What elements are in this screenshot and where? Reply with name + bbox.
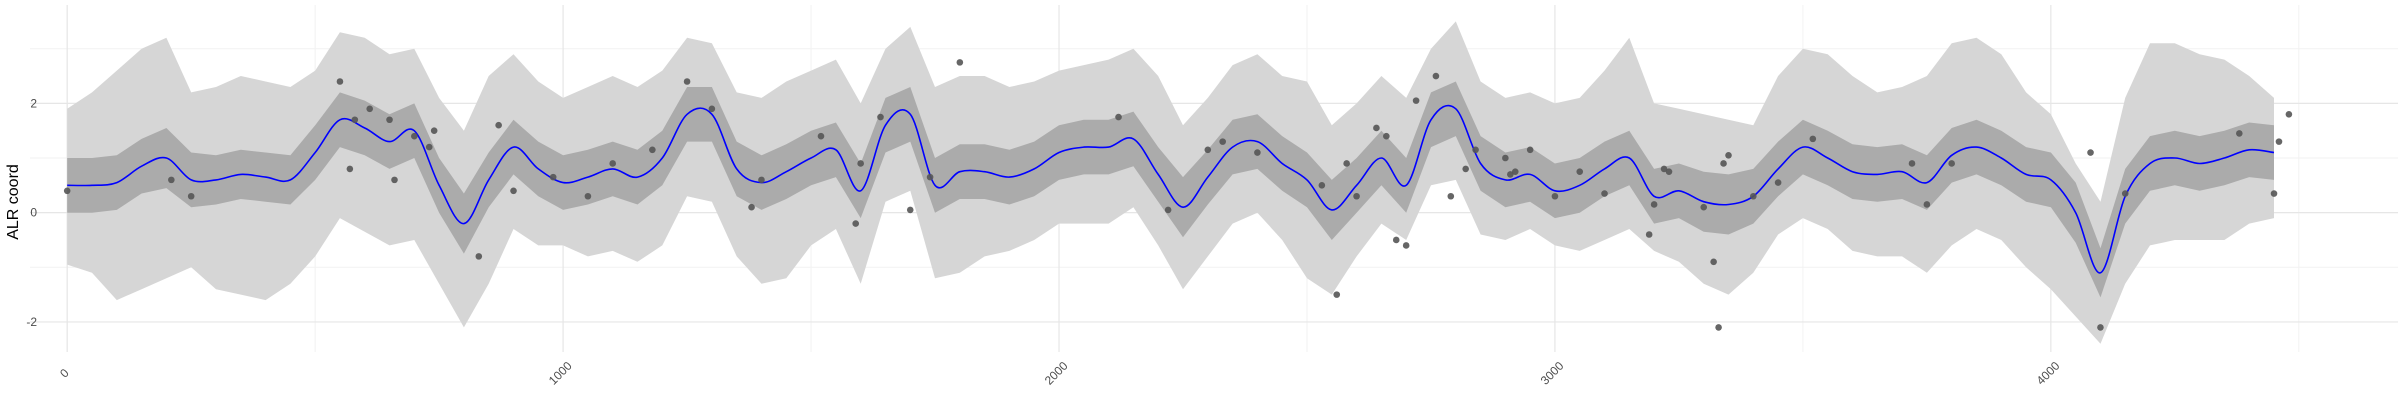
data-point	[1254, 149, 1261, 156]
data-point	[386, 116, 393, 124]
data-point	[495, 121, 502, 129]
data-point	[649, 146, 656, 154]
data-point	[391, 176, 398, 184]
data-point	[758, 176, 765, 184]
data-point	[708, 105, 716, 113]
data-point	[683, 78, 691, 85]
data-point	[1715, 324, 1722, 331]
data-point	[1462, 165, 1469, 173]
inner-ribbon	[67, 81, 2275, 298]
data-point	[2270, 190, 2278, 197]
data-point	[1164, 206, 1172, 214]
data-point	[1923, 201, 1931, 208]
data-point	[1343, 160, 1350, 167]
data-point	[1353, 192, 1360, 200]
data-point	[1774, 179, 1782, 186]
data-point	[425, 143, 433, 151]
data-point	[1665, 168, 1673, 175]
data-point	[1725, 151, 1732, 159]
data-point	[366, 105, 374, 113]
data-point	[1908, 160, 1916, 167]
data-point	[430, 127, 438, 134]
y-axis: -2 0 2	[26, 96, 37, 329]
data-point	[475, 253, 483, 260]
data-point	[2087, 149, 2094, 156]
data-point	[906, 206, 914, 214]
y-tick-label: 2	[30, 96, 37, 110]
data-point	[877, 113, 884, 121]
data-point	[1472, 146, 1479, 154]
data-point	[1204, 146, 1212, 154]
data-point	[926, 173, 934, 181]
data-point	[336, 78, 344, 85]
y-axis-title: ALR coord	[5, 164, 22, 240]
data-point	[1710, 258, 1717, 266]
mean-line-layer	[67, 104, 2275, 274]
data-point	[1576, 168, 1584, 175]
data-point	[1333, 291, 1341, 298]
data-point	[1383, 132, 1390, 140]
data-point	[1402, 242, 1410, 249]
data-point	[748, 203, 755, 211]
data-point	[510, 187, 517, 195]
data-point	[1750, 192, 1757, 200]
data-point	[1809, 135, 1817, 143]
y-tick-label: 0	[30, 206, 37, 220]
data-point	[1526, 146, 1534, 154]
data-point	[549, 173, 557, 181]
data-point	[168, 176, 175, 184]
data-point	[1660, 165, 1668, 173]
data-point	[1219, 138, 1226, 145]
data-point	[1720, 160, 1727, 167]
data-point	[2285, 110, 2293, 118]
data-point	[1700, 203, 1708, 211]
data-point	[351, 116, 359, 124]
data-point	[1650, 201, 1658, 208]
data-point	[1551, 192, 1559, 200]
data-point	[346, 165, 354, 173]
data-point	[1392, 236, 1400, 244]
data-point	[1115, 113, 1122, 121]
data-point	[1502, 154, 1509, 162]
points-layer	[63, 59, 2293, 331]
data-point	[1447, 192, 1455, 200]
data-point	[956, 59, 964, 66]
data-point	[2275, 138, 2283, 145]
data-point	[1318, 182, 1326, 189]
y-tick-label: -2	[26, 315, 37, 329]
data-point	[852, 220, 860, 227]
ribbons	[67, 21, 2275, 344]
data-point	[1645, 231, 1653, 238]
data-point	[1507, 171, 1514, 178]
data-point	[857, 160, 864, 167]
mean-line	[67, 104, 2275, 274]
data-point	[187, 192, 195, 200]
data-point	[2236, 130, 2243, 137]
data-point	[817, 132, 825, 140]
data-point	[1432, 72, 1440, 80]
data-point	[1412, 97, 1420, 104]
data-point	[584, 192, 592, 200]
data-point	[1373, 124, 1380, 132]
data-point	[2121, 190, 2129, 197]
data-point	[1948, 160, 1955, 167]
data-point	[609, 160, 617, 167]
data-point	[411, 132, 418, 140]
data-point	[1511, 168, 1519, 175]
data-point	[1601, 190, 1608, 197]
data-point	[63, 187, 71, 195]
data-point	[2097, 324, 2104, 331]
